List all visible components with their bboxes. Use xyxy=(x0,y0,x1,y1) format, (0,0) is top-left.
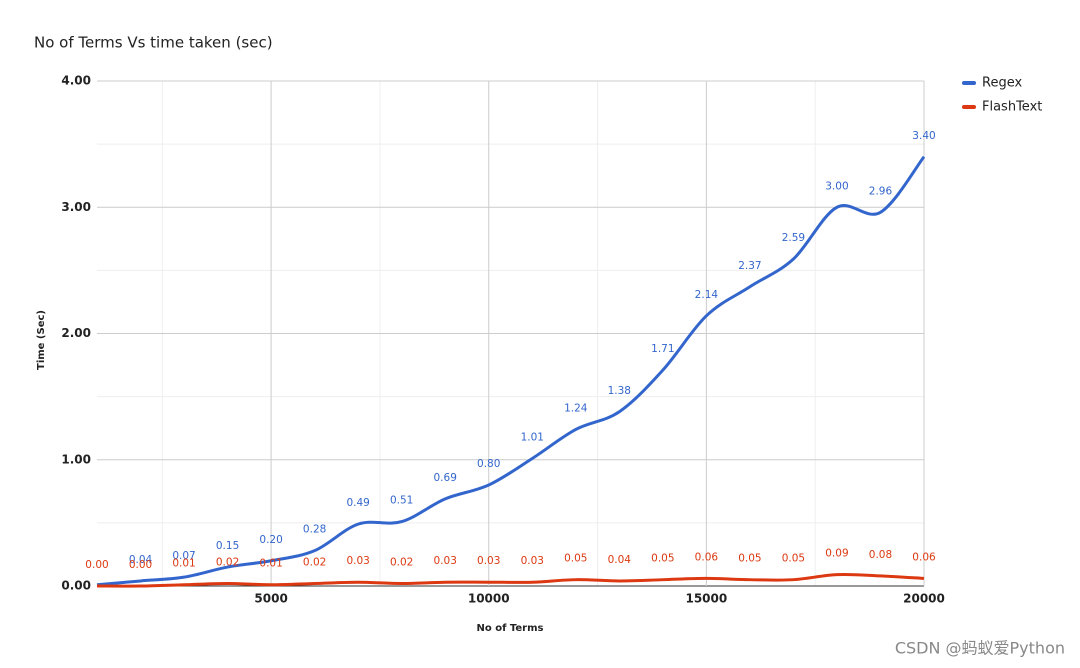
data-label: 0.02 xyxy=(390,556,413,568)
y-axis-title: Time (Sec) xyxy=(36,310,47,370)
data-label: 0.20 xyxy=(259,534,282,546)
data-label: 0.05 xyxy=(564,553,587,565)
data-label: 3.40 xyxy=(912,130,935,142)
x-tick-label: 10000 xyxy=(468,592,510,606)
data-label: 0.06 xyxy=(695,551,719,563)
legend-label: FlashText xyxy=(982,100,1042,115)
x-tick-label: 5000 xyxy=(254,592,287,606)
data-label: 1.24 xyxy=(564,402,588,414)
data-label: 2.14 xyxy=(695,289,719,301)
y-tick-label: 4.00 xyxy=(61,74,91,88)
y-tick-label: 3.00 xyxy=(61,200,91,214)
line xyxy=(96,572,925,588)
data-label: 0.69 xyxy=(434,472,457,484)
data-label: 2.37 xyxy=(738,260,761,272)
data-label: 0.04 xyxy=(608,554,632,566)
data-label: 0.51 xyxy=(390,495,413,507)
data-label: 0.00 xyxy=(129,559,152,571)
data-label: 1.71 xyxy=(651,343,674,355)
data-label: 0.09 xyxy=(825,548,848,560)
x-axis-title: No of Terms xyxy=(476,623,543,634)
data-label: 0.02 xyxy=(303,556,326,568)
data-label: 0.02 xyxy=(216,556,239,568)
data-label: 0.01 xyxy=(172,558,195,570)
data-label: 0.28 xyxy=(303,524,326,536)
data-label: 0.08 xyxy=(869,549,892,561)
data-label: 2.59 xyxy=(782,232,805,244)
line xyxy=(96,155,926,587)
data-label: 1.01 xyxy=(521,431,544,443)
chart-title: No of Terms Vs time taken (sec) xyxy=(34,34,273,52)
data-label: 0.06 xyxy=(912,551,936,563)
data-label: 1.38 xyxy=(608,385,631,397)
watermark: CSDN @蚂蚁爱Python xyxy=(895,639,1065,658)
data-label: 0.49 xyxy=(346,497,369,509)
data-label: 0.80 xyxy=(477,458,500,470)
data-label: 0.03 xyxy=(346,555,369,567)
y-tick-label: 2.00 xyxy=(61,326,91,340)
data-label: 0.15 xyxy=(216,540,239,552)
x-tick-label: 20000 xyxy=(903,592,945,606)
data-label: 0.03 xyxy=(477,555,500,567)
data-label: 2.96 xyxy=(869,185,893,197)
data-label: 0.01 xyxy=(259,558,282,570)
data-label: 0.03 xyxy=(521,555,544,567)
data-label: 0.00 xyxy=(85,559,108,571)
y-tick-label: 0.00 xyxy=(61,579,91,593)
x-tick-label: 15000 xyxy=(685,592,727,606)
data-label: 0.03 xyxy=(434,555,457,567)
data-label: 3.00 xyxy=(825,180,848,192)
data-label: 0.05 xyxy=(782,553,805,565)
legend-label: Regex xyxy=(982,76,1022,91)
data-label: 0.07 xyxy=(172,550,195,562)
data-label: 0.04 xyxy=(129,554,153,566)
data-label: 0.05 xyxy=(738,553,761,565)
y-tick-label: 1.00 xyxy=(61,452,91,466)
data-label: 0.05 xyxy=(651,553,674,565)
